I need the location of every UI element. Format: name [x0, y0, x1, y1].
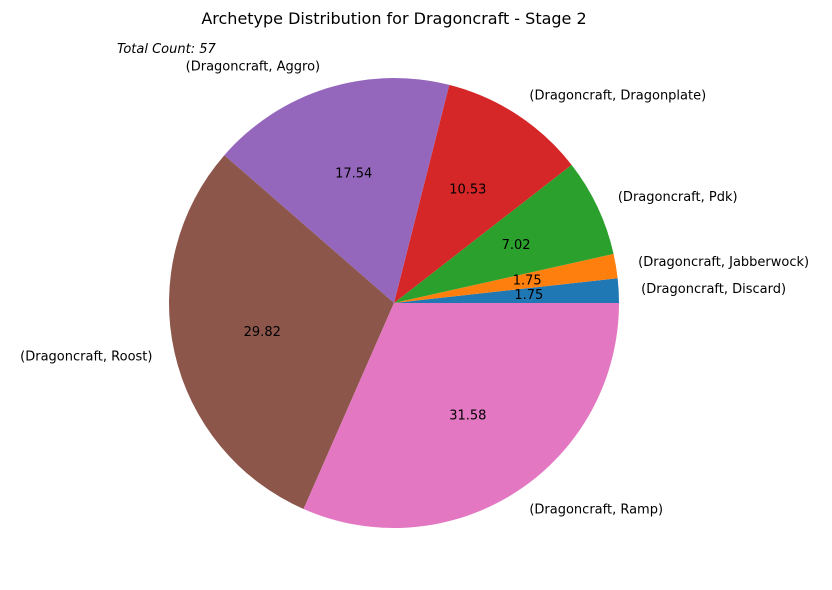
slice-label: (Dragoncraft, Ramp)	[529, 503, 663, 518]
chart-title: Archetype Distribution for Dragoncraft -…	[201, 9, 586, 28]
pie-slice	[394, 84, 572, 303]
pie-slice	[169, 155, 394, 510]
slice-percent-label: 1.75	[513, 273, 542, 288]
pie-labels: (Dragoncraft, Discard) 1.75 (Dragoncraft, …	[20, 59, 809, 517]
slice-label: (Dragoncraft, Aggro)	[186, 59, 321, 74]
pie-slice	[394, 253, 618, 303]
pie-slice	[224, 77, 450, 303]
slice-label: (Dragoncraft, Roost)	[20, 350, 152, 365]
pie-slice	[394, 278, 619, 303]
slice-percent-label: 10.53	[449, 182, 486, 197]
pie-slice	[303, 303, 619, 529]
slice-percent-label: 1.75	[514, 288, 543, 303]
slice-label: (Dragoncraft, Discard)	[641, 282, 786, 297]
slice-percent-label: 29.82	[244, 325, 281, 340]
total-count-annotation: Total Count: 57	[117, 42, 216, 57]
slice-label: (Dragoncraft, Dragonplate)	[529, 88, 706, 103]
slice-percent-label: 17.54	[335, 167, 372, 182]
slice-label: (Dragoncraft, Jabberwock)	[638, 255, 809, 270]
pie-slices	[169, 77, 619, 529]
slice-percent-label: 31.58	[449, 409, 486, 424]
slice-percent-label: 7.02	[502, 238, 531, 253]
slice-label: (Dragoncraft, Pdk)	[618, 190, 738, 205]
pie-slice	[394, 164, 614, 303]
